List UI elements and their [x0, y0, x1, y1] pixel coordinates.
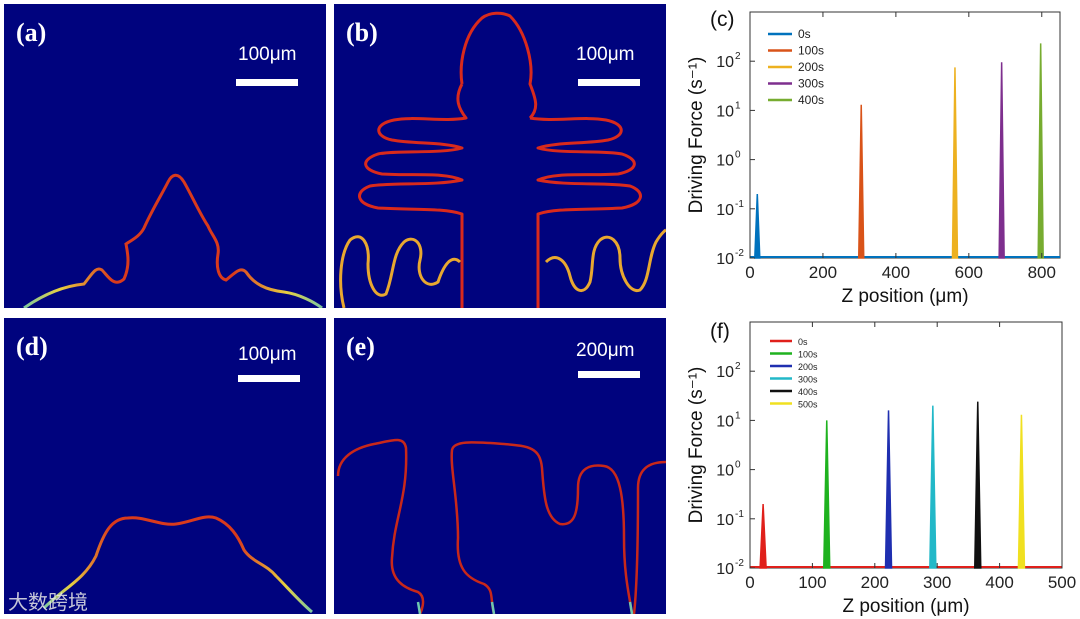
x-tick-label: 0 — [745, 263, 754, 282]
series-peak-500s — [1017, 414, 1026, 569]
y-tick-exponent: 0 — [735, 460, 741, 471]
series-peak-400s — [973, 401, 982, 569]
x-tick-label: 400 — [882, 263, 910, 282]
scale-bar — [578, 371, 640, 378]
y-tick-label: 10 — [716, 512, 734, 529]
panel-label: (a) — [16, 18, 47, 47]
panel-a: (a) 100μm — [4, 4, 326, 308]
legend-label-500s: 500s — [798, 400, 818, 410]
y-tick-exponent: 1 — [735, 100, 741, 111]
watermark: 大数跨境 — [8, 590, 88, 614]
scale-bar-label: 100μm — [238, 344, 297, 365]
legend-label-0s: 0s — [798, 337, 808, 347]
y-tick-label: 10 — [716, 413, 734, 430]
series-peak-200s — [884, 410, 893, 569]
y-tick-exponent: -2 — [735, 558, 744, 569]
legend-label-400s: 400s — [798, 387, 818, 397]
y-tick-exponent: -1 — [735, 509, 744, 520]
y-tick-label: 10 — [716, 54, 734, 71]
chart-panel-label: (f) — [710, 320, 730, 343]
scale-bar-label: 200μm — [576, 340, 635, 361]
legend-label-100s: 100s — [798, 350, 818, 360]
interface-contour-b — [339, 11, 666, 308]
chart-panel-label: (c) — [710, 8, 735, 31]
x-axis-label: Z position (μm) — [841, 286, 968, 307]
series-peak-100s — [822, 420, 831, 569]
panel-d: (d) 100μm — [4, 318, 326, 614]
y-tick-label: 10 — [716, 463, 734, 480]
y-tick-exponent: 2 — [735, 51, 741, 62]
panel-label: (e) — [346, 332, 375, 361]
series-peak-0s — [759, 503, 767, 569]
plot-frame — [749, 321, 1063, 569]
x-tick-label: 100 — [798, 573, 826, 592]
series-peak-200s — [951, 67, 959, 259]
interface-contour-e — [336, 438, 666, 614]
x-tick-label: 200 — [861, 573, 889, 592]
legend-label-200s: 200s — [798, 60, 824, 74]
interface-contour-d — [42, 515, 313, 614]
interface-contour-a — [23, 173, 323, 308]
x-tick-label: 200 — [809, 263, 837, 282]
x-tick-label: 600 — [955, 263, 983, 282]
x-tick-label: 0 — [745, 573, 754, 592]
scale-bar — [238, 375, 300, 382]
scale-bar-label: 100μm — [576, 44, 635, 65]
legend-label-400s: 400s — [798, 93, 824, 107]
x-axis-label: Z position (μm) — [842, 596, 969, 617]
x-tick-label: 800 — [1028, 263, 1056, 282]
legend-label-0s: 0s — [798, 27, 811, 41]
y-tick-exponent: -1 — [735, 199, 744, 210]
y-tick-label: 10 — [716, 364, 734, 381]
series-peak-300s — [929, 405, 937, 569]
series-peak-0s — [754, 193, 761, 259]
x-tick-label: 300 — [923, 573, 951, 592]
series-peak-100s — [857, 104, 865, 259]
legend-label-300s: 300s — [798, 77, 824, 91]
y-tick-exponent: 0 — [735, 150, 741, 161]
y-axis-label: Driving Force (s⁻¹) — [686, 367, 707, 524]
legend-label-300s: 300s — [798, 375, 818, 385]
x-tick-label: 500 — [1048, 573, 1076, 592]
legend-label-100s: 100s — [798, 44, 824, 58]
panel-label: (d) — [16, 332, 48, 361]
panel-label: (b) — [346, 18, 378, 47]
y-tick-label: 10 — [716, 561, 734, 578]
series-peak-400s — [1037, 43, 1044, 259]
x-tick-label: 400 — [985, 573, 1013, 592]
panel-e: (e) 200μm — [334, 318, 666, 614]
scale-bar — [236, 79, 298, 86]
scale-bar-label: 100μm — [238, 44, 297, 65]
y-tick-label: 10 — [716, 153, 734, 170]
y-tick-exponent: 2 — [735, 361, 741, 372]
plot-frame — [749, 11, 1061, 259]
y-tick-label: 10 — [716, 202, 734, 219]
y-tick-exponent: -2 — [735, 248, 744, 259]
scale-bar — [578, 79, 640, 86]
legend-label-200s: 200s — [798, 362, 818, 372]
y-tick-label: 10 — [716, 251, 734, 268]
y-tick-exponent: 1 — [735, 410, 741, 421]
series-peak-300s — [998, 62, 1005, 259]
panel-b: (b) 100μm — [334, 4, 666, 308]
y-axis-label: Driving Force (s⁻¹) — [686, 57, 707, 214]
y-tick-label: 10 — [716, 103, 734, 120]
